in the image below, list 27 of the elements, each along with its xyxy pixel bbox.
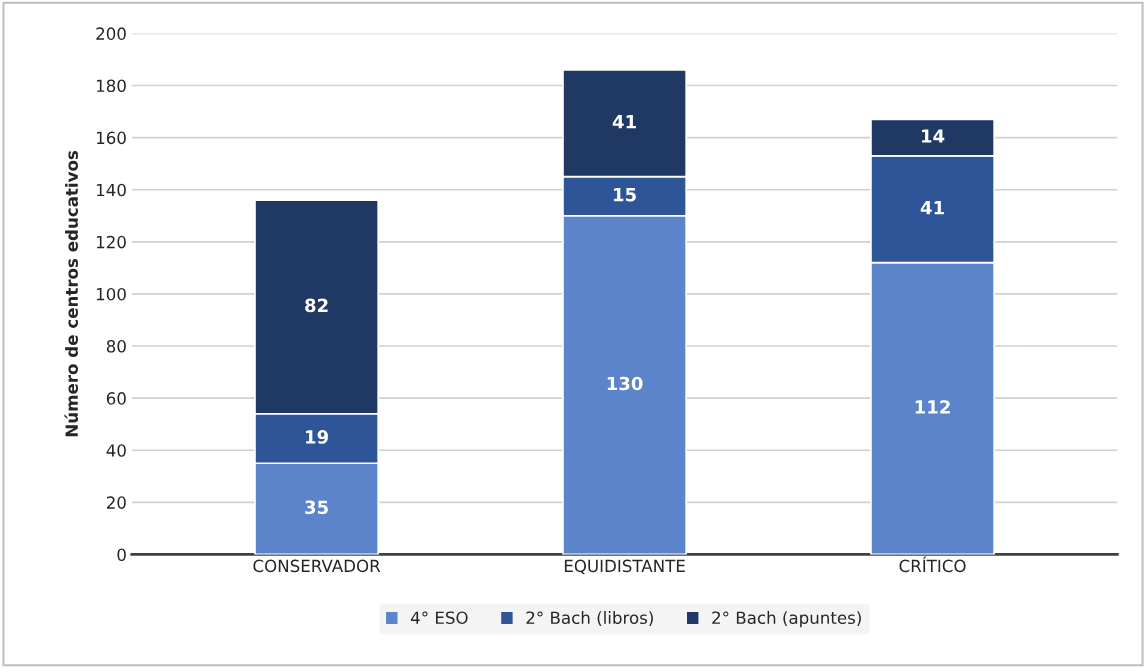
- data-label: 41: [920, 201, 944, 215]
- data-label: 41: [612, 115, 636, 129]
- y-tick-label: 200: [96, 27, 126, 40]
- y-tick-label: 40: [106, 444, 126, 457]
- y-tick-label: 80: [106, 339, 126, 353]
- y-tick-label: 60: [106, 392, 126, 405]
- legend-label: 2° Bach (libros): [526, 611, 653, 626]
- y-tick-label: 100: [96, 287, 126, 301]
- y-tick-label: 140: [96, 183, 126, 197]
- x-tick-label: CRÍTICO: [899, 556, 966, 573]
- y-tick-label: 180: [96, 79, 126, 93]
- y-tick-label: 0: [117, 548, 126, 562]
- data-label: 35: [305, 500, 328, 515]
- x-tick-label: EQUIDISTANTE: [564, 559, 685, 575]
- legend-label: 2° Bach (apuntes): [712, 611, 861, 628]
- data-label: 19: [306, 430, 328, 444]
- data-label: 130: [607, 376, 643, 391]
- y-tick-label: 160: [96, 131, 126, 145]
- data-label: 112: [915, 400, 950, 414]
- legend-label: 4° ESO: [410, 611, 468, 625]
- y-tick-label: 20: [106, 496, 126, 509]
- data-label: 14: [922, 129, 945, 143]
- data-label: 15: [614, 188, 636, 202]
- x-tick-label: CONSERVADOR: [253, 559, 381, 573]
- y-axis-title: Número de centros educativos: [64, 150, 78, 437]
- data-label: 82: [305, 298, 328, 313]
- y-tick-label: 120: [96, 235, 126, 249]
